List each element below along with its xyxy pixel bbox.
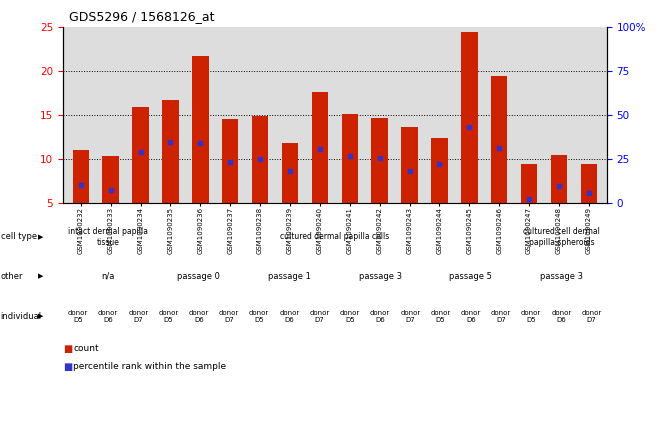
Text: ■: ■ (63, 344, 72, 354)
Text: donor
D6: donor D6 (280, 310, 299, 323)
Bar (282, 143, 298, 203)
Text: n/a: n/a (101, 272, 115, 280)
Bar (222, 119, 239, 203)
Text: passage 3: passage 3 (540, 272, 583, 280)
Bar (162, 100, 178, 203)
Text: donor
D6: donor D6 (370, 310, 390, 323)
Text: passage 0: passage 0 (177, 272, 220, 280)
Text: donor
D5: donor D5 (340, 310, 360, 323)
Text: ▶: ▶ (38, 313, 44, 319)
Bar (371, 118, 388, 203)
Bar (521, 164, 537, 203)
Text: donor
D5: donor D5 (159, 310, 178, 323)
Bar (580, 165, 597, 203)
Text: cell type: cell type (1, 232, 37, 242)
Text: percentile rank within the sample: percentile rank within the sample (73, 362, 227, 371)
Text: passage 1: passage 1 (268, 272, 311, 280)
Bar (461, 32, 477, 203)
Text: individual: individual (1, 312, 42, 321)
Text: count: count (73, 344, 99, 354)
Bar (311, 93, 328, 203)
Text: donor
D6: donor D6 (551, 310, 572, 323)
Text: passage 5: passage 5 (449, 272, 492, 280)
Text: ▶: ▶ (38, 234, 44, 240)
Text: cultured cell dermal
papilla spheroids: cultured cell dermal papilla spheroids (523, 227, 600, 247)
Bar (342, 114, 358, 203)
Text: donor
D5: donor D5 (249, 310, 270, 323)
Bar (73, 151, 89, 203)
Bar (401, 126, 418, 203)
Text: donor
D6: donor D6 (98, 310, 118, 323)
Text: other: other (1, 272, 23, 280)
Text: donor
D6: donor D6 (461, 310, 481, 323)
Bar (102, 156, 119, 203)
Text: donor
D5: donor D5 (430, 310, 451, 323)
Text: donor
D5: donor D5 (521, 310, 541, 323)
Text: ■: ■ (63, 362, 72, 372)
Bar (551, 155, 567, 203)
Text: intact dermal papilla
tissue: intact dermal papilla tissue (68, 227, 148, 247)
Text: donor
D7: donor D7 (400, 310, 420, 323)
Text: cultured dermal papilla cells: cultured dermal papilla cells (280, 232, 389, 242)
Text: donor
D7: donor D7 (582, 310, 602, 323)
Text: donor
D7: donor D7 (219, 310, 239, 323)
Text: donor
D5: donor D5 (68, 310, 88, 323)
Text: donor
D6: donor D6 (188, 310, 209, 323)
Text: passage 3: passage 3 (359, 272, 402, 280)
Text: GDS5296 / 1568126_at: GDS5296 / 1568126_at (69, 10, 215, 23)
Bar (192, 56, 208, 203)
Bar (491, 76, 508, 203)
Text: donor
D7: donor D7 (491, 310, 511, 323)
Bar (431, 138, 447, 203)
Bar (252, 116, 268, 203)
Text: ▶: ▶ (38, 273, 44, 279)
Text: donor
D7: donor D7 (128, 310, 149, 323)
Bar (132, 107, 149, 203)
Text: donor
D7: donor D7 (309, 310, 330, 323)
